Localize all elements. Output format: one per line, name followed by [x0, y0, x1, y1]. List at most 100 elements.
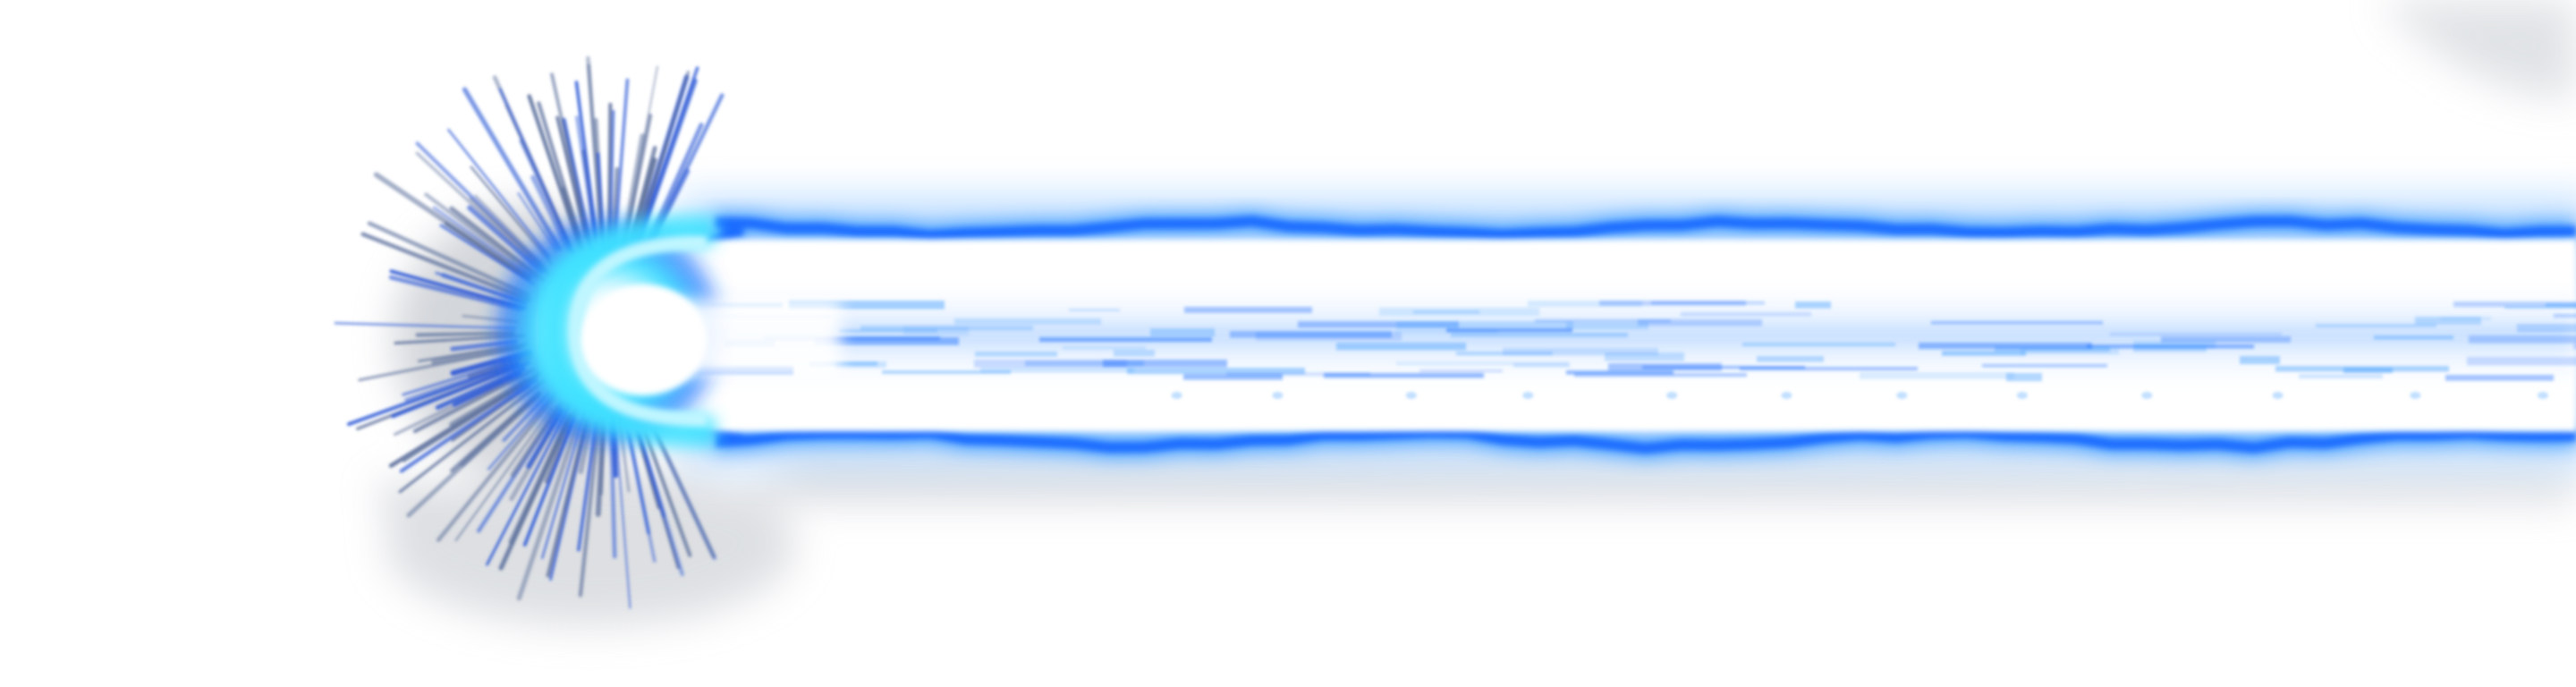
core-streak — [1742, 343, 1895, 347]
core-streak — [1599, 301, 1746, 306]
core-streak — [980, 368, 1134, 373]
core-streak — [882, 370, 1011, 374]
core-dot — [1272, 392, 1284, 399]
core-streak — [2240, 356, 2280, 365]
burst-spike — [373, 172, 533, 281]
core-streak — [2275, 366, 2449, 372]
core-streak — [1860, 372, 2014, 379]
core-streak — [763, 336, 940, 341]
core-streak — [1574, 373, 1747, 377]
burst-spike — [633, 71, 690, 245]
core-streak — [1919, 343, 2092, 350]
core-streak — [2006, 373, 2042, 382]
core-streak — [1184, 307, 1312, 313]
core-streak — [1535, 319, 1671, 323]
core-streak — [2469, 335, 2576, 344]
core-streak — [1114, 350, 1155, 357]
core-dot — [2016, 392, 2028, 399]
core-dot — [1781, 392, 1792, 399]
core-dot — [1522, 392, 1534, 399]
core-streak — [2299, 374, 2383, 379]
core-streak — [903, 327, 969, 335]
core-dot — [2141, 392, 2153, 399]
core-streak — [1740, 367, 1918, 371]
core-streak — [1642, 366, 1805, 369]
core-streak — [1150, 328, 1215, 337]
core-streak — [974, 360, 1127, 369]
core-dot — [2410, 392, 2421, 399]
burst-spike — [614, 422, 631, 609]
muzzle-burst — [487, 210, 841, 452]
core-streak — [2316, 324, 2436, 328]
core-streak — [1942, 351, 2026, 356]
core-streak — [2374, 335, 2453, 340]
core-streak — [1396, 321, 1573, 329]
core-dot — [1896, 392, 1908, 399]
core-streak — [1379, 308, 1539, 316]
core-streak — [789, 301, 945, 310]
core-streak — [1503, 348, 1658, 356]
core-streak — [1446, 328, 1572, 333]
core-streak — [2517, 324, 2576, 333]
core-streak — [1982, 364, 2107, 368]
burst-spike — [454, 407, 554, 542]
beam-bottom-edge — [675, 390, 2576, 454]
core-dot — [2538, 392, 2549, 399]
core-streak — [2554, 314, 2576, 318]
core-streak — [1298, 321, 1459, 328]
core-streak — [1039, 337, 1212, 343]
core-streak — [975, 352, 1057, 357]
core-streak — [2504, 306, 2576, 309]
burst-spike — [516, 419, 580, 601]
beam-edges — [671, 209, 2576, 461]
core-streak — [839, 329, 937, 333]
core-streak — [1451, 333, 1628, 337]
core-streak — [2110, 333, 2282, 336]
burst-spike — [462, 87, 563, 251]
burst-spike — [574, 81, 598, 239]
core-streak — [1226, 372, 1370, 377]
burst-spike — [346, 361, 521, 427]
core-streak — [815, 337, 959, 345]
core-streak — [1103, 360, 1227, 368]
core-streak — [2467, 357, 2576, 366]
core-dot — [1405, 392, 1417, 399]
beam-top-edge — [675, 216, 2576, 273]
core-streak — [2573, 344, 2576, 350]
core-streak — [1230, 331, 1392, 338]
core-streak — [1419, 369, 1503, 373]
core-dot — [2272, 392, 2284, 399]
core-streak — [1456, 352, 1553, 356]
core-streak — [2453, 301, 2576, 308]
burst-spike — [334, 321, 517, 330]
core-streak — [1566, 370, 1674, 375]
core-streak — [1681, 312, 1811, 317]
core-dot — [1171, 392, 1182, 399]
core-streak — [809, 361, 877, 366]
burst-spike — [637, 66, 699, 242]
core-streak — [1931, 321, 2103, 325]
core-streak — [2133, 344, 2207, 352]
core-streak — [1324, 373, 1484, 378]
core-streak — [2546, 303, 2576, 307]
core-streak — [1127, 368, 1305, 375]
core-dot — [1666, 392, 1678, 399]
core-streak — [1069, 309, 1120, 312]
core-streak — [1396, 361, 1569, 366]
core-streak — [1183, 374, 1283, 380]
burst-spike — [447, 128, 551, 259]
core-streak — [1566, 322, 1648, 330]
core-streak — [1528, 301, 1642, 307]
core-streak — [954, 318, 1101, 325]
core-streak — [2415, 317, 2481, 325]
core-streak — [1795, 301, 1831, 309]
core-streak — [1757, 356, 1824, 362]
core-streak — [2161, 336, 2291, 343]
core-streak — [1336, 343, 1466, 351]
core-streak — [1063, 346, 1146, 350]
core-streak — [1638, 319, 1762, 327]
burst-spike — [587, 64, 604, 238]
core-streak — [1605, 352, 1684, 361]
